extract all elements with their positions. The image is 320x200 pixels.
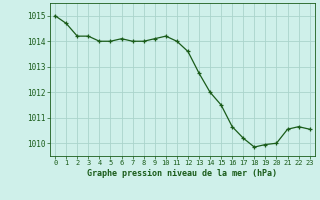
X-axis label: Graphe pression niveau de la mer (hPa): Graphe pression niveau de la mer (hPa) [87, 169, 277, 178]
